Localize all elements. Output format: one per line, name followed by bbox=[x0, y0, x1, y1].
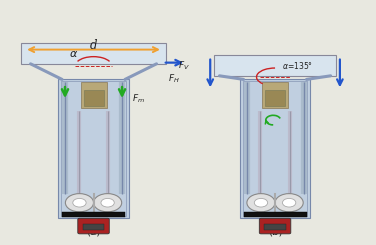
Circle shape bbox=[73, 198, 86, 207]
Circle shape bbox=[275, 194, 303, 212]
FancyBboxPatch shape bbox=[214, 55, 336, 76]
FancyBboxPatch shape bbox=[264, 224, 286, 230]
FancyBboxPatch shape bbox=[244, 212, 306, 217]
FancyBboxPatch shape bbox=[259, 218, 291, 234]
Text: $F_H$: $F_H$ bbox=[168, 72, 179, 85]
FancyBboxPatch shape bbox=[83, 224, 105, 230]
Circle shape bbox=[101, 198, 114, 207]
Text: d: d bbox=[90, 39, 97, 52]
Text: (a): (a) bbox=[86, 226, 101, 236]
Text: $\alpha$: $\alpha$ bbox=[68, 49, 78, 59]
FancyBboxPatch shape bbox=[83, 90, 103, 106]
FancyBboxPatch shape bbox=[265, 90, 285, 106]
FancyBboxPatch shape bbox=[78, 218, 109, 234]
FancyBboxPatch shape bbox=[58, 79, 129, 218]
Text: $F_V$: $F_V$ bbox=[178, 59, 190, 72]
FancyBboxPatch shape bbox=[62, 212, 125, 217]
Text: (b): (b) bbox=[268, 226, 282, 236]
FancyBboxPatch shape bbox=[240, 79, 310, 218]
Circle shape bbox=[65, 194, 94, 212]
FancyBboxPatch shape bbox=[262, 82, 288, 108]
Text: $F_m$: $F_m$ bbox=[132, 92, 146, 105]
FancyBboxPatch shape bbox=[21, 43, 166, 64]
Circle shape bbox=[282, 198, 296, 207]
Circle shape bbox=[94, 194, 122, 212]
Circle shape bbox=[247, 194, 275, 212]
FancyBboxPatch shape bbox=[80, 82, 106, 108]
Circle shape bbox=[254, 198, 268, 207]
Text: $\alpha$=135°: $\alpha$=135° bbox=[282, 60, 314, 71]
